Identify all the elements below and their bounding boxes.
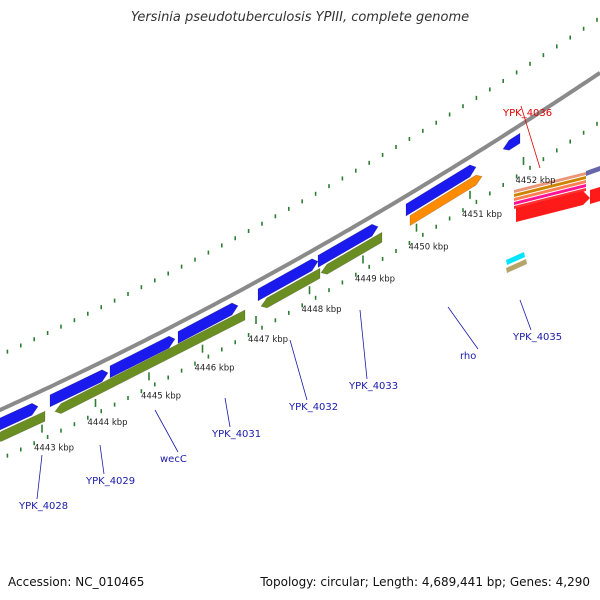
stacked-band-0 xyxy=(514,172,586,193)
genome-backbone xyxy=(0,71,600,413)
tick-label-0: 4443 kbp xyxy=(34,444,74,454)
feature-cyan xyxy=(506,252,525,265)
red-gene-arrow xyxy=(516,191,590,222)
tick-label-4: 4447 kbp xyxy=(248,335,288,345)
gene-labels: YPK_4028 YPK_4029 wecC YPK_4031 YPK_4032 YPK_… xyxy=(18,105,562,512)
tick-label-5: 4448 kbp xyxy=(302,305,342,315)
forward-gene-small xyxy=(502,132,521,151)
gene-label-ypk_4033: YPK_4033 xyxy=(348,381,398,392)
map-title: Yersinia pseudotuberculosis YPIII, compl… xyxy=(130,10,470,25)
forward-gene-5 xyxy=(317,223,379,268)
gene-label-ypk_4028: YPK_4028 xyxy=(18,501,68,512)
genome-summary-text: Topology: circular; Length: 4,689,441 bp… xyxy=(260,575,590,589)
leader-line-2 xyxy=(154,409,179,453)
outer-tick-dots xyxy=(6,17,598,354)
forward-gene-2 xyxy=(109,335,176,379)
reverse-gene-0 xyxy=(0,410,46,442)
inner-tick-dots xyxy=(6,121,598,458)
tick-label-8: 4451 kbp xyxy=(462,210,502,220)
red-gene-edge xyxy=(590,187,600,204)
leader-line-5 xyxy=(359,309,368,380)
gene-label-ypk_4029: YPK_4029 xyxy=(85,476,135,487)
gene-features xyxy=(0,132,600,442)
leader-line-8 xyxy=(520,105,541,169)
leader-line-0 xyxy=(36,454,43,500)
tick-label-3: 4446 kbp xyxy=(195,364,235,374)
grey-band xyxy=(586,166,600,176)
tick-label-2: 4445 kbp xyxy=(141,391,181,401)
reverse-gene-3 xyxy=(320,231,383,275)
leader-line-6 xyxy=(447,306,479,350)
leader-line-4 xyxy=(289,339,308,401)
gene-label-ypk_4035: YPK_4035 xyxy=(512,332,562,343)
leader-line-3 xyxy=(224,397,231,428)
tick-label-7: 4450 kbp xyxy=(409,243,449,253)
stacked-band-1 xyxy=(514,176,586,197)
stacked-band-3 xyxy=(514,184,586,205)
feature-tan xyxy=(506,259,527,273)
scale-ticks: 4443 kbp 4444 kbp 4445 kbp 4446 kbp 4447 kbp… xyxy=(34,157,556,454)
stacked-band-4 xyxy=(514,188,586,209)
reverse-gene-2 xyxy=(260,267,321,309)
gene-label-ypk_4031: YPK_4031 xyxy=(211,429,261,440)
tick-label-6: 4449 kbp xyxy=(355,274,395,284)
stacked-band-2 xyxy=(514,180,586,201)
rho-gene xyxy=(409,174,483,227)
leader-line-7 xyxy=(519,299,532,331)
gene-label-rho: rho xyxy=(460,351,476,362)
accession-text: Accession: NC_010465 xyxy=(8,575,145,589)
forward-gene-3 xyxy=(177,302,239,344)
forward-gene-0 xyxy=(0,402,39,431)
forward-gene-1 xyxy=(49,369,109,408)
reverse-gene-1 xyxy=(54,309,246,414)
backbone-line xyxy=(0,71,600,413)
leader-line-1 xyxy=(99,444,105,475)
gene-label-ypk_4032: YPK_4032 xyxy=(288,402,338,413)
tick-label-9: 4452 kbp xyxy=(516,176,556,186)
gene-label-ypk_4036: YPK_4036 xyxy=(502,108,552,119)
forward-gene-6 xyxy=(405,164,477,217)
forward-gene-4 xyxy=(257,258,319,302)
gene-label-wecc: wecC xyxy=(160,454,187,465)
tick-label-1: 4444 kbp xyxy=(88,418,128,428)
